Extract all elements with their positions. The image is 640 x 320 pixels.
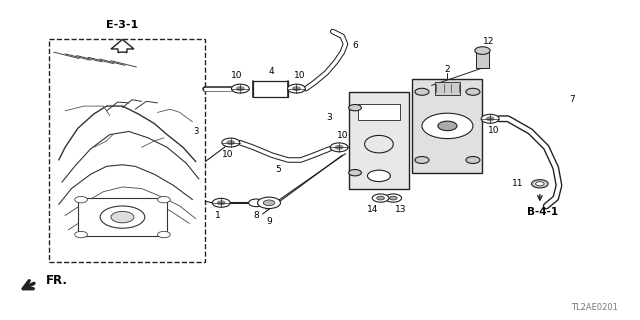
Circle shape [536, 182, 544, 186]
Circle shape [415, 156, 429, 164]
Circle shape [157, 196, 170, 203]
Text: 12: 12 [483, 36, 495, 45]
Text: 4: 4 [268, 67, 274, 76]
Circle shape [330, 143, 348, 152]
Circle shape [292, 87, 300, 91]
Circle shape [218, 201, 225, 205]
Text: E-3-1: E-3-1 [106, 20, 139, 30]
Text: 10: 10 [337, 131, 348, 140]
Text: 5: 5 [276, 165, 282, 174]
Text: 9: 9 [266, 217, 272, 226]
Circle shape [475, 47, 490, 54]
Circle shape [287, 84, 305, 93]
Circle shape [438, 121, 457, 131]
Bar [412, 79, 483, 173]
Text: FR.: FR. [46, 274, 68, 287]
Circle shape [415, 88, 429, 95]
Circle shape [486, 117, 494, 121]
Circle shape [227, 141, 235, 144]
Circle shape [100, 206, 145, 228]
Circle shape [377, 196, 385, 200]
Text: 10: 10 [232, 71, 243, 80]
Circle shape [349, 105, 362, 111]
Circle shape [237, 87, 244, 91]
Circle shape [349, 170, 362, 176]
Polygon shape [111, 39, 134, 52]
Text: TL2AE0201: TL2AE0201 [571, 303, 618, 312]
Bar [349, 92, 409, 188]
Circle shape [532, 180, 548, 188]
Text: 10: 10 [294, 71, 305, 80]
Circle shape [466, 88, 480, 95]
Text: 1: 1 [215, 211, 221, 220]
Circle shape [372, 194, 389, 202]
Circle shape [466, 156, 480, 164]
Text: 2: 2 [445, 65, 451, 74]
Bar [476, 51, 489, 68]
Circle shape [75, 231, 88, 238]
Text: 3: 3 [326, 113, 332, 122]
Bar [78, 198, 167, 236]
Text: 13: 13 [395, 205, 406, 214]
Circle shape [385, 194, 401, 202]
Text: 6: 6 [352, 41, 358, 50]
Text: 14: 14 [367, 205, 379, 214]
Circle shape [75, 196, 88, 203]
Circle shape [481, 114, 499, 123]
Circle shape [257, 197, 280, 209]
Text: 8: 8 [253, 211, 259, 220]
Text: B-4-1: B-4-1 [527, 207, 559, 217]
Bar [435, 82, 460, 95]
Circle shape [422, 113, 473, 139]
Bar [358, 105, 399, 120]
Circle shape [263, 200, 275, 206]
Circle shape [111, 212, 134, 223]
Text: 3: 3 [193, 127, 198, 136]
Bar [49, 39, 205, 261]
Text: 10: 10 [222, 150, 234, 159]
Circle shape [335, 145, 343, 149]
Text: 7: 7 [569, 95, 575, 104]
Bar [253, 81, 288, 97]
Circle shape [367, 170, 390, 181]
Circle shape [157, 231, 170, 238]
Circle shape [222, 138, 240, 147]
Circle shape [390, 196, 397, 200]
Circle shape [232, 84, 249, 93]
Text: 11: 11 [513, 179, 524, 188]
Circle shape [212, 198, 230, 207]
Text: 10: 10 [488, 126, 499, 135]
Circle shape [248, 199, 264, 207]
